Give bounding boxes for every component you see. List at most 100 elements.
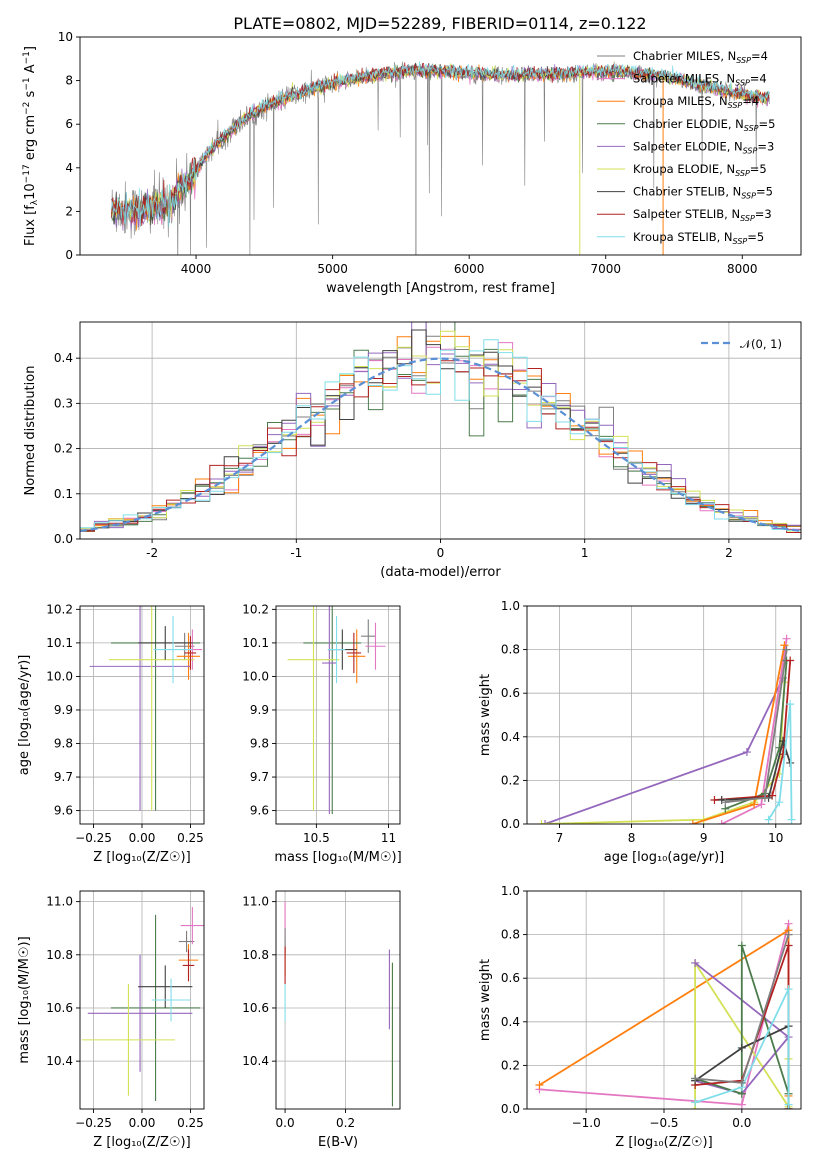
age-vs-Z-ytick-label: 10.0 <box>46 669 73 683</box>
age-vs-mass-ytick-label: 10.2 <box>242 602 269 616</box>
residuals-xtick-label: 0 <box>437 546 445 560</box>
weight-vs-age-frame <box>526 605 802 825</box>
weight-vs-age-xlabel: age [log₁₀(age/yr)] <box>604 850 725 865</box>
weight-vs-age-ylabel: mass weight <box>478 674 493 756</box>
spectrum-model-line <box>111 61 770 227</box>
weight-series <box>691 930 793 1087</box>
mass-vs-EBV-xlabel: E(B-V) <box>318 1135 358 1150</box>
weight-vs-Z-xlabel: Z [log₁₀(Z/Z☉)] <box>615 1135 712 1150</box>
legend-entry: Salpeter STELIB, NSSP=3 <box>633 207 772 223</box>
weight-vs-age-ytick-label: 0.4 <box>501 730 520 744</box>
weight-vs-Z-ytick-label: 0.0 <box>501 1102 520 1116</box>
age-vs-Z-ytick-label: 10.2 <box>46 602 73 616</box>
errorbar-point <box>111 914 201 1102</box>
mass-vs-EBV-ytick-label: 11.0 <box>242 895 269 909</box>
weight-series <box>721 645 791 807</box>
mass-vs-EBV-xtick-label: 0.2 <box>336 1116 355 1130</box>
legend-entry: Salpeter MILES, NSSP=4 <box>633 72 767 88</box>
spectrum-ytick-label: 10 <box>58 30 73 44</box>
spectrum-xtick-label: 6000 <box>454 262 485 276</box>
spectrum-ytick-label: 4 <box>65 161 73 175</box>
errorbar-point <box>365 622 386 670</box>
weight-series-marker <box>541 820 550 824</box>
residual-histogram <box>80 322 801 532</box>
spectrum-ytick-label: 8 <box>65 74 73 88</box>
age-vs-mass-ytick-label: 9.7 <box>250 770 269 784</box>
mass-vs-Z-ytick-label: 11.0 <box>46 895 73 909</box>
spectrum-frame <box>79 36 802 256</box>
weight-vs-age-xtick-label: 9 <box>700 831 708 845</box>
errorbar-point <box>361 619 376 653</box>
mass-vs-EBV-plot-area <box>284 901 393 1107</box>
spectrum-xtick-label: 8000 <box>727 262 758 276</box>
age-vs-Z-xlabel: Z [log₁₀(Z/Z☉)] <box>93 850 190 865</box>
mass-vs-Z-ytick-label: 10.4 <box>46 1054 73 1068</box>
weight-series-marker <box>782 645 791 654</box>
errorbar-point <box>287 606 340 811</box>
legend-entry: Kroupa STELIB, NSSP=5 <box>633 230 764 246</box>
residuals-xtick-label: 1 <box>581 546 589 560</box>
legend-entry: Chabrier STELIB, NSSP=5 <box>633 185 773 201</box>
errorbar-point <box>138 965 193 1008</box>
residuals-plot-area <box>80 322 801 533</box>
mass-vs-Z-plot-area <box>81 906 204 1102</box>
age-vs-Z-ytick-label: 9.8 <box>54 737 73 751</box>
weight-series-marker <box>786 656 795 665</box>
residuals-ylabel: Normed distribution <box>23 366 38 496</box>
weight-series-marker <box>710 796 719 805</box>
spectrum-model-line <box>111 62 770 226</box>
mass-vs-Z-xtick-label: 0.00 <box>129 1116 156 1130</box>
weight-series-marker <box>737 1043 746 1052</box>
weight-vs-age-xtick-label: 7 <box>556 831 564 845</box>
legend-entry: Chabrier ELODIE, NSSP=5 <box>633 117 775 133</box>
weight-series-marker <box>782 634 791 643</box>
weight-vs-age-ytick-label: 0.8 <box>501 643 520 657</box>
weight-vs-age-ytick-label: 1.0 <box>501 599 520 613</box>
weight-vs-age-plot-area <box>537 634 796 824</box>
age-vs-Z-frame <box>79 605 205 825</box>
weight-series-marker <box>691 958 700 967</box>
mass-vs-Z-ylabel: mass [log₁₀(M/M☉)] <box>17 936 32 1063</box>
weight-series-marker <box>537 820 546 824</box>
weight-vs-Z-ytick-label: 0.8 <box>501 928 520 942</box>
weight-series-marker <box>721 798 730 807</box>
weight-vs-Z-ytick-label: 0.4 <box>501 1015 520 1029</box>
age-vs-mass-ytick-label: 9.9 <box>250 703 269 717</box>
errorbar-point <box>346 632 362 674</box>
weight-series-marker <box>775 798 784 807</box>
residuals-xtick-label: -1 <box>290 546 302 560</box>
weight-series-line <box>714 660 792 801</box>
residuals-ytick-label: 0.0 <box>54 532 73 546</box>
errorbar-point <box>182 949 195 982</box>
weight-vs-age-ytick-label: 0.2 <box>501 773 520 787</box>
residuals-xlabel: (data-model)/error <box>380 565 501 580</box>
age-vs-Z-panel: −0.25 0.00 0.25 9.6 9.7 9.8 9.9 10.0 10.1 10.2 Z [… <box>17 602 205 865</box>
weight-series <box>721 656 791 813</box>
age-vs-Z-ytick-label: 9.6 <box>54 804 73 818</box>
weight-vs-age-ytick-label: 0.0 <box>501 817 520 831</box>
residuals-xtick-label: -2 <box>146 546 158 560</box>
residuals-ytick-label: 0.2 <box>54 442 73 456</box>
weight-series-marker <box>764 815 773 824</box>
legend-entry: 𝒩(0, 1) <box>740 337 782 351</box>
errorbar-point <box>87 954 193 1072</box>
weight-series-marker <box>717 820 726 824</box>
weight-vs-Z-ytick-label: 0.6 <box>501 971 520 985</box>
weight-vs-Z-panel: −1.0 −0.5 0.0 0.0 0.2 0.4 0.6 0.8 1.0 Z [log₁₀(Z/… <box>478 884 802 1150</box>
residuals-ytick-label: 0.4 <box>54 351 73 365</box>
spectrum-xtick-label: 5000 <box>317 262 348 276</box>
weight-series <box>688 641 789 824</box>
age-vs-mass-ytick-label: 9.8 <box>250 737 269 751</box>
weight-series-marker <box>786 700 795 709</box>
age-vs-Z-ylabel: age [log₁₀(age/yr)] <box>17 655 32 776</box>
weight-series-line <box>721 737 792 801</box>
weight-series <box>764 700 796 824</box>
age-vs-mass-ytick-label: 10.1 <box>242 636 269 650</box>
mass-vs-EBV-frame <box>275 890 401 1110</box>
errorbar-point <box>174 632 195 660</box>
weight-series-marker <box>691 1074 700 1083</box>
residuals-xtick-label: 2 <box>725 546 733 560</box>
residuals-panel: -2 -1 0 1 2 0.0 0.1 0.2 0.3 0.4 (data-model)/error… <box>23 321 802 580</box>
weight-vs-age-xtick-label: 10 <box>768 831 783 845</box>
